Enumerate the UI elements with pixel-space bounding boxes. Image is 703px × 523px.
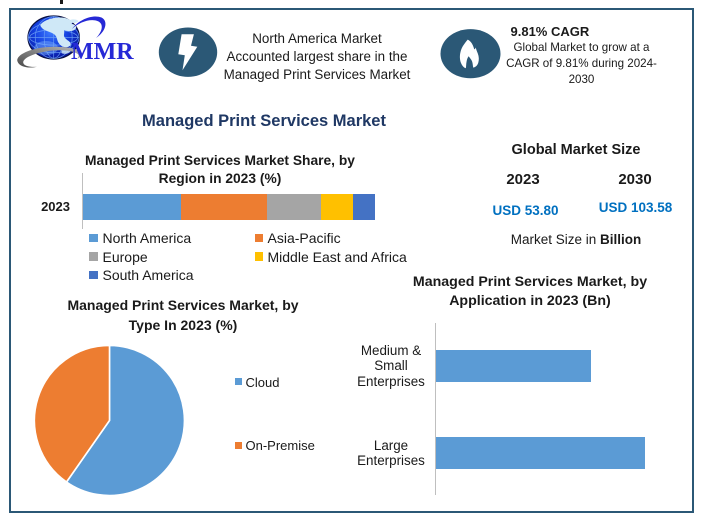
svg-text:MMR: MMR xyxy=(71,39,134,65)
